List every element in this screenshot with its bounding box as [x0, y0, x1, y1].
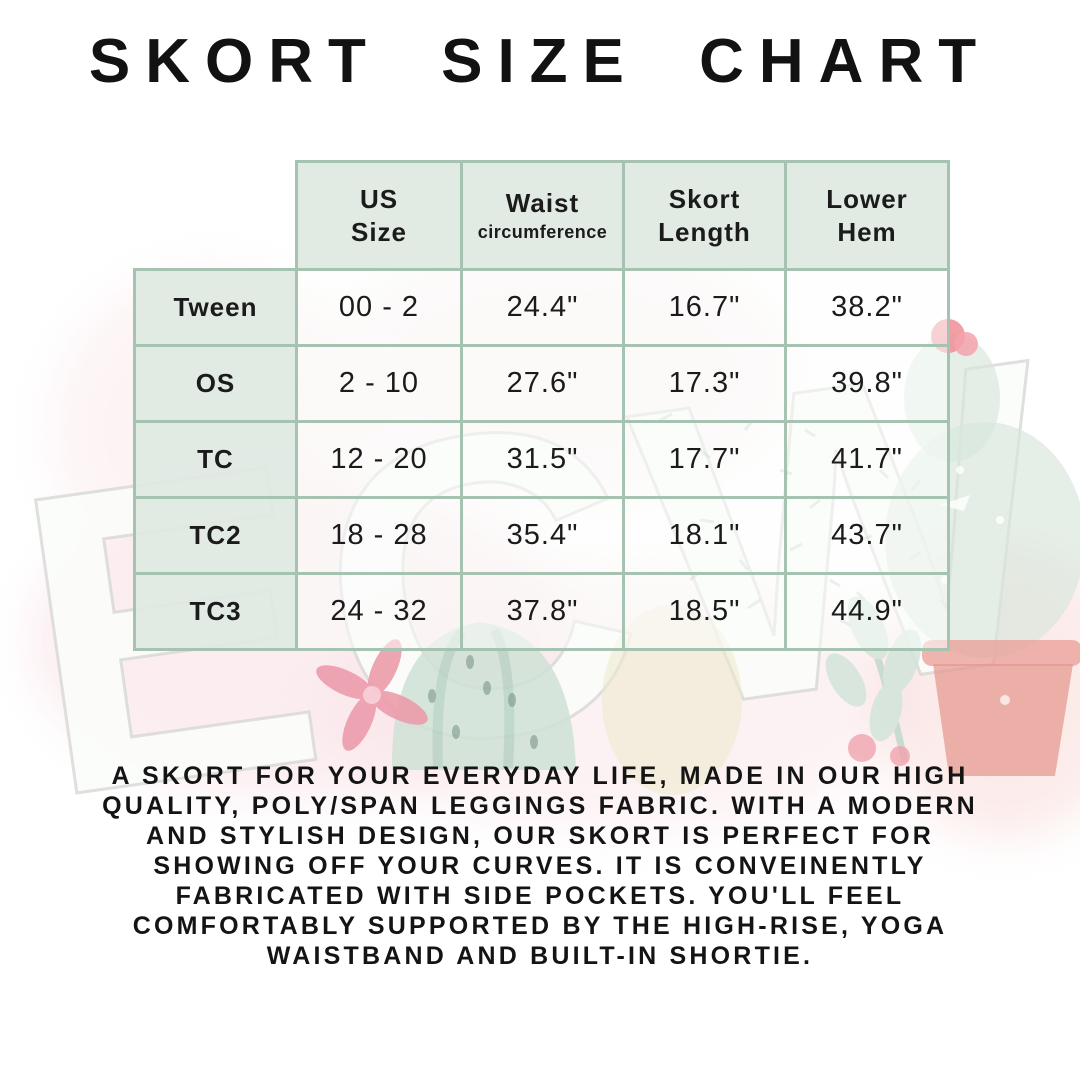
row-label: TC [133, 420, 298, 499]
description-line: COMFORTABLY SUPPORTED BY THE HIGH-RISE, … [132, 912, 948, 940]
cell-lower-hem: 43.7" [784, 496, 950, 575]
cell-us-size: 18 - 28 [295, 496, 463, 575]
table-row-tween: Tween 00 - 2 24.4" 16.7" 38.2" [133, 268, 950, 347]
description-line: QUALITY, POLY/SPAN LEGGINGS FABRIC. WITH… [102, 792, 978, 820]
cell-skort-length: 16.7" [622, 268, 787, 347]
cell-us-size: 00 - 2 [295, 268, 463, 347]
cell-waist: 27.6" [460, 344, 625, 423]
cell-skort-length: 18.1" [622, 496, 787, 575]
column-header-waist: Waist circumference [460, 160, 625, 271]
description-line: A SKORT FOR YOUR EVERYDAY LIFE, MADE IN … [111, 762, 969, 790]
cell-waist: 35.4" [460, 496, 625, 575]
cell-skort-length: 18.5" [622, 572, 787, 651]
table-corner-empty [135, 162, 297, 270]
product-description: A SKORT FOR YOUR EVERYDAY LIFE, MADE IN … [0, 761, 1080, 971]
description-line: AND STYLISH DESIGN, OUR SKORT IS PERFECT… [145, 822, 935, 850]
row-label: Tween [133, 268, 298, 347]
description-line: WAISTBAND AND BUILT-IN SHORTIE. [266, 942, 814, 970]
flower-icon [316, 639, 428, 751]
row-label: TC3 [133, 572, 298, 651]
table-row-os: OS 2 - 10 27.6" 17.3" 39.8" [133, 344, 950, 423]
cell-us-size: 12 - 20 [295, 420, 463, 499]
row-label: TC2 [133, 496, 298, 575]
page-title: SKORT SIZE CHART [88, 27, 992, 96]
row-label: OS [133, 344, 298, 423]
table-row-tc: TC 12 - 20 31.5" 17.7" 41.7" [133, 420, 950, 499]
cell-waist: 31.5" [460, 420, 625, 499]
size-chart-table: US Size Waist circumference Skort Length… [133, 160, 950, 651]
cell-skort-length: 17.3" [622, 344, 787, 423]
pot-icon [922, 640, 1080, 776]
yellow-wash-blob [602, 605, 742, 795]
table-row-tc2: TC2 18 - 28 35.4" 18.1" 43.7" [133, 496, 950, 575]
column-header-lower-hem: Lower Hem [784, 160, 950, 271]
description-line: FABRICATED WITH SIDE POCKETS. YOU'LL FEE… [175, 882, 905, 910]
table-header-row: US Size Waist circumference Skort Length… [135, 160, 950, 271]
cell-waist: 24.4" [460, 268, 625, 347]
cell-waist: 37.8" [460, 572, 625, 651]
cell-us-size: 2 - 10 [295, 344, 463, 423]
cell-skort-length: 17.7" [622, 420, 787, 499]
cell-lower-hem: 44.9" [784, 572, 950, 651]
column-header-skort-length: Skort Length [622, 160, 787, 271]
cell-us-size: 24 - 32 [295, 572, 463, 651]
cell-lower-hem: 39.8" [784, 344, 950, 423]
description-line: SHOWING OFF YOUR CURVES. IT IS CONVEINEN… [153, 852, 927, 880]
table-row-tc3: TC3 24 - 32 37.8" 18.5" 44.9" [133, 572, 950, 651]
column-header-us-size: US Size [295, 160, 463, 271]
cell-lower-hem: 38.2" [784, 268, 950, 347]
cell-lower-hem: 41.7" [784, 420, 950, 499]
